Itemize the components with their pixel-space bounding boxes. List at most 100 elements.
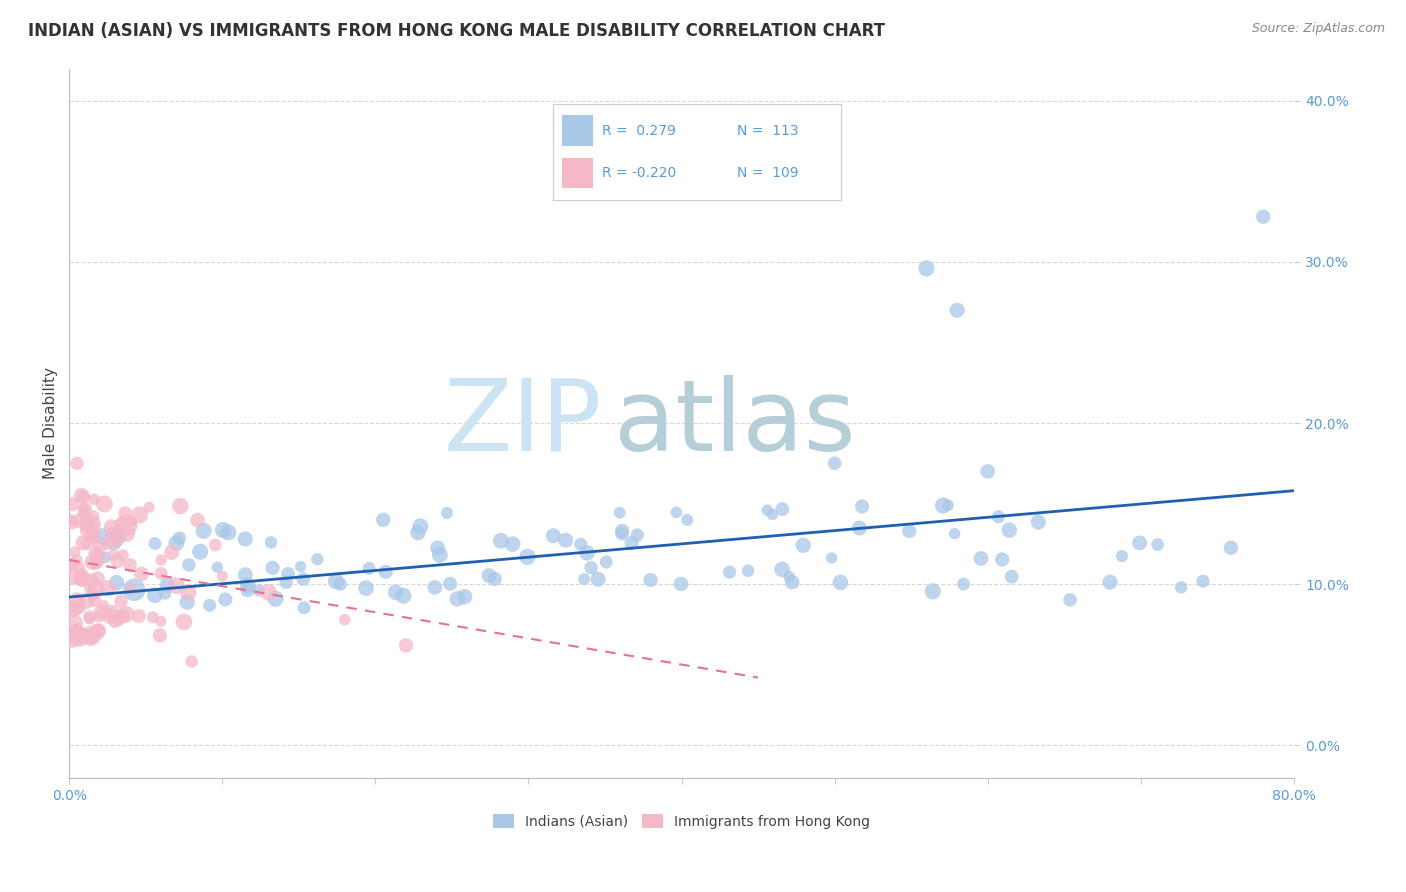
- Point: [75, 511, 97, 525]
- Point: [115, 518, 138, 533]
- Point: [100, 520, 122, 534]
- Point: [1059, 592, 1081, 607]
- Point: [76, 523, 98, 537]
- Point: [90, 605, 112, 619]
- Point: [86, 624, 108, 639]
- Point: [177, 585, 200, 599]
- Point: [101, 606, 124, 620]
- Point: [138, 500, 160, 515]
- Point: [233, 532, 256, 546]
- Point: [1170, 580, 1192, 594]
- Text: Source: ZipAtlas.com: Source: ZipAtlas.com: [1251, 22, 1385, 36]
- Point: [60, 630, 83, 644]
- Text: INDIAN (ASIAN) VS IMMIGRANTS FROM HONG KONG MALE DISABILITY CORRELATION CHART: INDIAN (ASIAN) VS IMMIGRANTS FROM HONG K…: [28, 22, 886, 40]
- Point: [72, 490, 94, 504]
- Point: [66, 456, 89, 470]
- Point: [82, 529, 104, 543]
- Point: [60, 565, 83, 579]
- Point: [516, 549, 538, 564]
- Point: [586, 572, 609, 586]
- Point: [820, 550, 842, 565]
- Point: [392, 589, 415, 603]
- Point: [737, 564, 759, 578]
- Point: [180, 655, 202, 669]
- Point: [211, 569, 233, 583]
- Point: [60, 497, 83, 511]
- Point: [188, 544, 211, 558]
- Point: [998, 523, 1021, 537]
- Point: [72, 536, 94, 550]
- Point: [107, 554, 129, 568]
- Point: [260, 535, 283, 549]
- Point: [80, 573, 103, 587]
- Point: [952, 577, 974, 591]
- Point: [142, 610, 165, 624]
- Point: [83, 522, 105, 536]
- Point: [610, 526, 633, 541]
- Point: [1026, 515, 1049, 529]
- Point: [676, 513, 699, 527]
- Point: [374, 565, 396, 579]
- Point: [186, 513, 208, 527]
- Point: [484, 572, 506, 586]
- Point: [79, 632, 101, 647]
- Point: [665, 505, 688, 519]
- Point: [446, 591, 468, 606]
- Point: [669, 577, 692, 591]
- Point: [108, 529, 131, 543]
- Point: [66, 629, 89, 643]
- Point: [70, 572, 93, 586]
- Point: [756, 503, 779, 517]
- Text: ZIP: ZIP: [443, 375, 602, 472]
- Point: [761, 508, 783, 522]
- Point: [423, 581, 446, 595]
- Point: [976, 464, 998, 478]
- Point: [236, 578, 259, 592]
- Point: [329, 577, 352, 591]
- Point: [1146, 537, 1168, 551]
- Point: [236, 582, 259, 597]
- Point: [93, 599, 115, 613]
- Point: [214, 592, 236, 607]
- Point: [453, 590, 475, 604]
- Point: [143, 536, 166, 550]
- Point: [150, 615, 173, 629]
- Point: [86, 572, 108, 586]
- Point: [307, 552, 329, 566]
- Point: [620, 536, 643, 550]
- Point: [780, 575, 803, 590]
- Point: [609, 506, 631, 520]
- Point: [489, 533, 512, 548]
- Point: [204, 538, 226, 552]
- Point: [90, 529, 112, 543]
- Point: [502, 537, 524, 551]
- Point: [572, 572, 595, 586]
- Point: [1129, 536, 1152, 550]
- Point: [103, 536, 125, 550]
- Point: [173, 615, 195, 629]
- Point: [384, 585, 406, 599]
- Point: [103, 526, 125, 541]
- Point: [1098, 575, 1121, 590]
- Point: [143, 588, 166, 602]
- Point: [69, 632, 91, 646]
- Point: [60, 513, 83, 527]
- Point: [101, 528, 124, 542]
- Point: [89, 538, 111, 552]
- Point: [79, 581, 101, 595]
- Point: [62, 558, 84, 572]
- Point: [121, 515, 143, 529]
- Point: [76, 537, 98, 551]
- Point: [80, 530, 103, 544]
- Point: [156, 578, 179, 592]
- Point: [128, 508, 150, 522]
- Point: [82, 588, 104, 602]
- Point: [778, 570, 800, 584]
- Point: [851, 500, 873, 514]
- Point: [86, 550, 108, 565]
- Point: [76, 594, 98, 608]
- Point: [277, 566, 299, 581]
- Point: [122, 582, 145, 597]
- Point: [60, 516, 83, 530]
- Point: [120, 558, 142, 572]
